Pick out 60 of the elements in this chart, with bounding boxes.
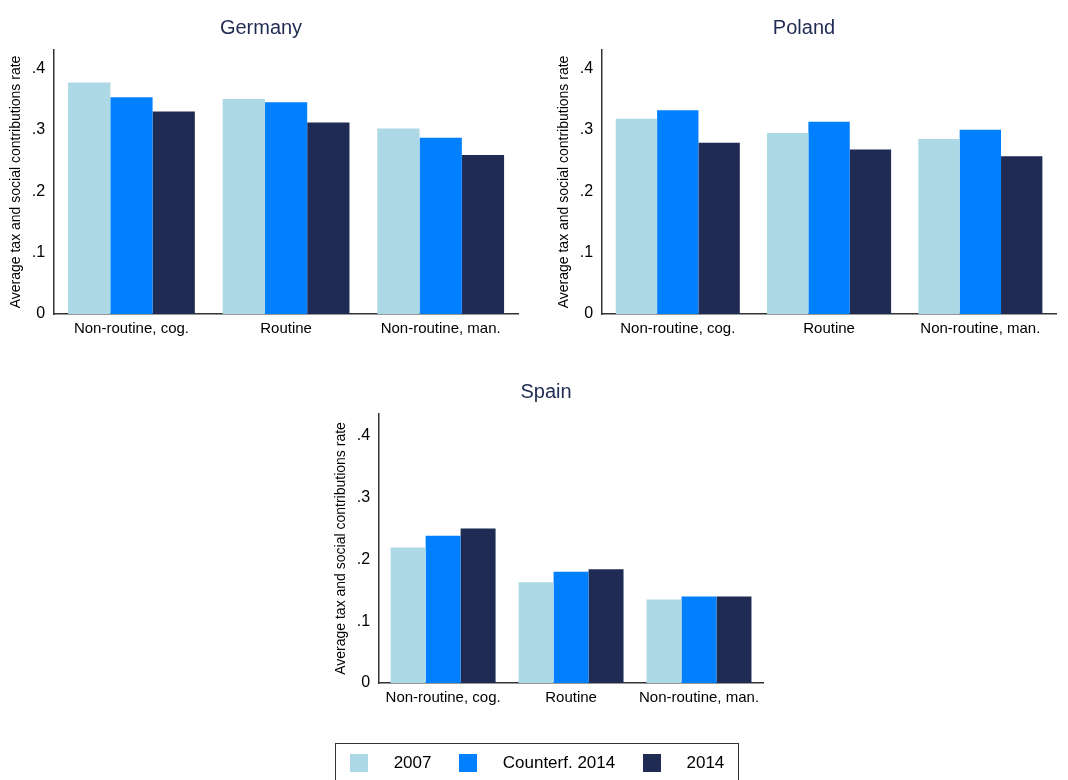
bar — [1001, 156, 1043, 314]
x-tick-label: Non-routine, cog. — [73, 319, 189, 337]
y-tick-label: 0 — [361, 673, 371, 691]
y-axis-title: Average tax and social contributions rate — [555, 55, 572, 309]
bar — [849, 149, 892, 314]
y-tick-label: .2 — [31, 181, 46, 199]
x-tick-label: Non-routine, man. — [920, 319, 1041, 337]
bar — [460, 528, 496, 683]
bar — [419, 137, 462, 314]
bar — [646, 599, 682, 683]
x-tick-label: Non-routine, man. — [380, 319, 501, 337]
bar — [681, 596, 717, 683]
y-axis-title: Average tax and social contributions rate — [7, 55, 24, 309]
bar — [918, 139, 960, 314]
y-tick-label: .2 — [356, 549, 371, 567]
bar — [425, 535, 461, 683]
bar — [615, 118, 658, 314]
bar — [68, 82, 111, 314]
y-axis-title: Average tax and social contributions rate — [332, 421, 349, 675]
y-tick-label: .2 — [579, 181, 594, 199]
bar — [808, 121, 850, 314]
x-tick-label: Routine — [260, 319, 312, 337]
bar — [461, 154, 505, 314]
x-tick-label: Routine — [545, 688, 597, 706]
bar — [152, 111, 195, 314]
bar — [264, 102, 308, 314]
bar — [222, 99, 265, 314]
chart-title: Spain — [520, 379, 572, 402]
bar — [698, 142, 740, 314]
x-tick-label: Non-routine, man. — [638, 688, 760, 706]
legend-label: Counterf. 2014 — [502, 753, 616, 773]
legend-label: 2007 — [393, 753, 432, 773]
bar — [767, 132, 809, 314]
y-tick-label: .1 — [356, 611, 371, 629]
y-tick-label: .4 — [579, 58, 594, 76]
bar — [518, 582, 554, 683]
bar — [307, 122, 350, 314]
y-tick-label: 0 — [584, 304, 594, 322]
bar — [657, 110, 699, 314]
y-tick-label: .3 — [356, 487, 371, 505]
bar — [377, 128, 420, 314]
chart-title: Poland — [772, 15, 836, 38]
y-tick-label: .4 — [31, 58, 46, 76]
bar — [390, 547, 426, 683]
bar — [110, 97, 153, 314]
bar — [553, 571, 589, 683]
y-tick-label: .1 — [579, 243, 594, 261]
y-tick-label: 0 — [36, 304, 46, 322]
x-tick-label: Routine — [803, 319, 855, 337]
x-tick-label: Non-routine, cog. — [620, 319, 736, 337]
x-tick-label: Non-routine, cog. — [385, 688, 501, 706]
bar — [959, 129, 1002, 314]
y-tick-label: .3 — [31, 120, 46, 138]
bar — [716, 596, 752, 683]
chart-title: Germany — [219, 15, 303, 38]
y-tick-label: .4 — [356, 426, 371, 444]
legend-label: 2014 — [686, 753, 725, 773]
y-tick-label: .3 — [579, 120, 594, 138]
bar — [588, 569, 624, 683]
y-tick-label: .1 — [31, 243, 46, 261]
